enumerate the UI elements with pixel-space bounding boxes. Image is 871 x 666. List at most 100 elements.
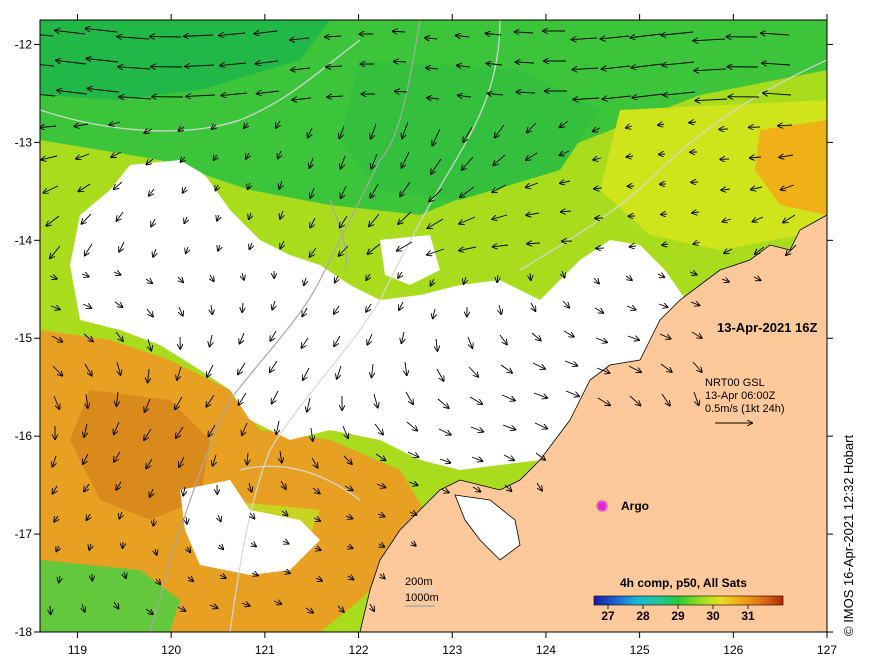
current-arrow xyxy=(565,390,579,396)
current-arrow xyxy=(117,361,120,375)
current-arrow xyxy=(84,483,90,491)
current-arrow xyxy=(206,394,215,407)
current-arrow xyxy=(603,96,632,99)
current-arrow xyxy=(82,603,85,612)
current-arrow xyxy=(334,335,341,346)
current-arrow xyxy=(783,214,796,223)
current-arrow xyxy=(626,126,633,128)
current-arrow xyxy=(325,36,342,37)
lon-tick-label: 119 xyxy=(68,643,87,657)
current-arrow xyxy=(249,242,252,249)
current-arrow xyxy=(436,338,437,351)
current-arrow xyxy=(249,482,252,492)
current-arrow xyxy=(398,271,402,278)
current-arrow xyxy=(40,126,57,128)
current-arrow xyxy=(145,398,151,412)
lon-tick-label: 123 xyxy=(442,643,462,657)
current-arrow xyxy=(425,38,438,39)
current-arrow xyxy=(761,33,790,35)
current-vectors xyxy=(40,28,797,614)
current-arrow xyxy=(397,241,413,251)
current-arrow xyxy=(257,91,280,94)
current-arrow xyxy=(492,184,507,192)
current-arrow xyxy=(116,481,122,490)
current-arrow xyxy=(459,246,477,251)
current-arrow xyxy=(487,93,504,95)
current-arrow xyxy=(54,515,58,522)
argo-marker-ring xyxy=(596,500,608,512)
current-arrow xyxy=(471,457,482,461)
current-arrow xyxy=(43,185,59,193)
current-arrow xyxy=(276,420,279,434)
current-arrow xyxy=(52,365,62,376)
current-arrow xyxy=(270,330,277,341)
current-arrow xyxy=(627,156,634,157)
current-arrow xyxy=(400,181,411,196)
current-arrow xyxy=(290,38,310,40)
current-arrow xyxy=(57,90,88,95)
current-arrow xyxy=(256,61,279,64)
current-arrow xyxy=(219,545,223,549)
current-arrow xyxy=(497,274,498,282)
current-arrow xyxy=(594,277,599,283)
current-arrow xyxy=(457,65,471,67)
argo-label: Argo xyxy=(621,499,649,513)
current-arrow xyxy=(114,421,120,434)
current-arrow xyxy=(247,452,248,464)
current-arrow xyxy=(89,543,91,550)
current-arrow xyxy=(156,579,160,584)
current-arrow xyxy=(560,181,571,183)
isobath-1000-label: 1000m xyxy=(405,592,439,604)
current-arrow xyxy=(111,151,122,157)
current-arrow xyxy=(119,511,122,519)
current-arrow xyxy=(79,183,91,191)
current-arrow xyxy=(504,484,511,491)
current-arrow xyxy=(405,361,407,375)
current-arrow xyxy=(212,125,216,129)
current-arrow xyxy=(339,125,345,138)
current-arrow xyxy=(427,98,440,99)
current-arrow xyxy=(241,603,250,606)
current-arrow xyxy=(531,302,535,311)
current-arrow xyxy=(310,217,316,228)
current-arrow xyxy=(153,248,156,257)
current-arrow xyxy=(219,33,246,36)
current-arrow xyxy=(428,218,444,228)
colorbar-tick-label: 27 xyxy=(601,609,615,623)
current-arrow xyxy=(87,89,120,93)
current-arrow xyxy=(145,608,153,614)
current-arrow xyxy=(244,123,248,128)
current-arrow xyxy=(366,273,370,280)
current-arrow xyxy=(658,124,665,125)
current-arrow xyxy=(214,155,217,160)
current-arrow xyxy=(464,276,466,284)
current-arrow xyxy=(114,601,118,609)
current-arrow xyxy=(281,480,286,489)
current-arrow xyxy=(343,455,352,464)
current-arrow xyxy=(723,219,732,222)
current-arrow xyxy=(242,302,243,312)
current-arrow xyxy=(533,392,547,398)
current-arrow xyxy=(124,571,126,578)
current-arrow xyxy=(561,211,572,212)
current-arrow xyxy=(49,276,57,279)
current-arrow xyxy=(50,605,51,614)
current-arrow xyxy=(467,336,472,348)
current-arrow xyxy=(658,304,668,307)
current-arrow xyxy=(377,514,385,516)
current-arrow xyxy=(302,307,308,316)
current-arrow xyxy=(116,391,118,406)
current-arrow xyxy=(661,393,670,406)
current-arrow xyxy=(276,120,280,128)
isobath-line xyxy=(229,20,501,632)
current-arrow xyxy=(86,393,88,408)
current-arrow xyxy=(114,181,123,189)
current-arrow xyxy=(251,543,256,546)
current-arrow xyxy=(46,215,60,226)
current-arrow xyxy=(53,485,57,494)
current-arrow xyxy=(625,276,632,280)
current-arrow xyxy=(283,571,290,573)
current-arrow xyxy=(594,307,603,313)
current-arrow xyxy=(251,573,258,575)
current-arrow xyxy=(763,93,792,95)
